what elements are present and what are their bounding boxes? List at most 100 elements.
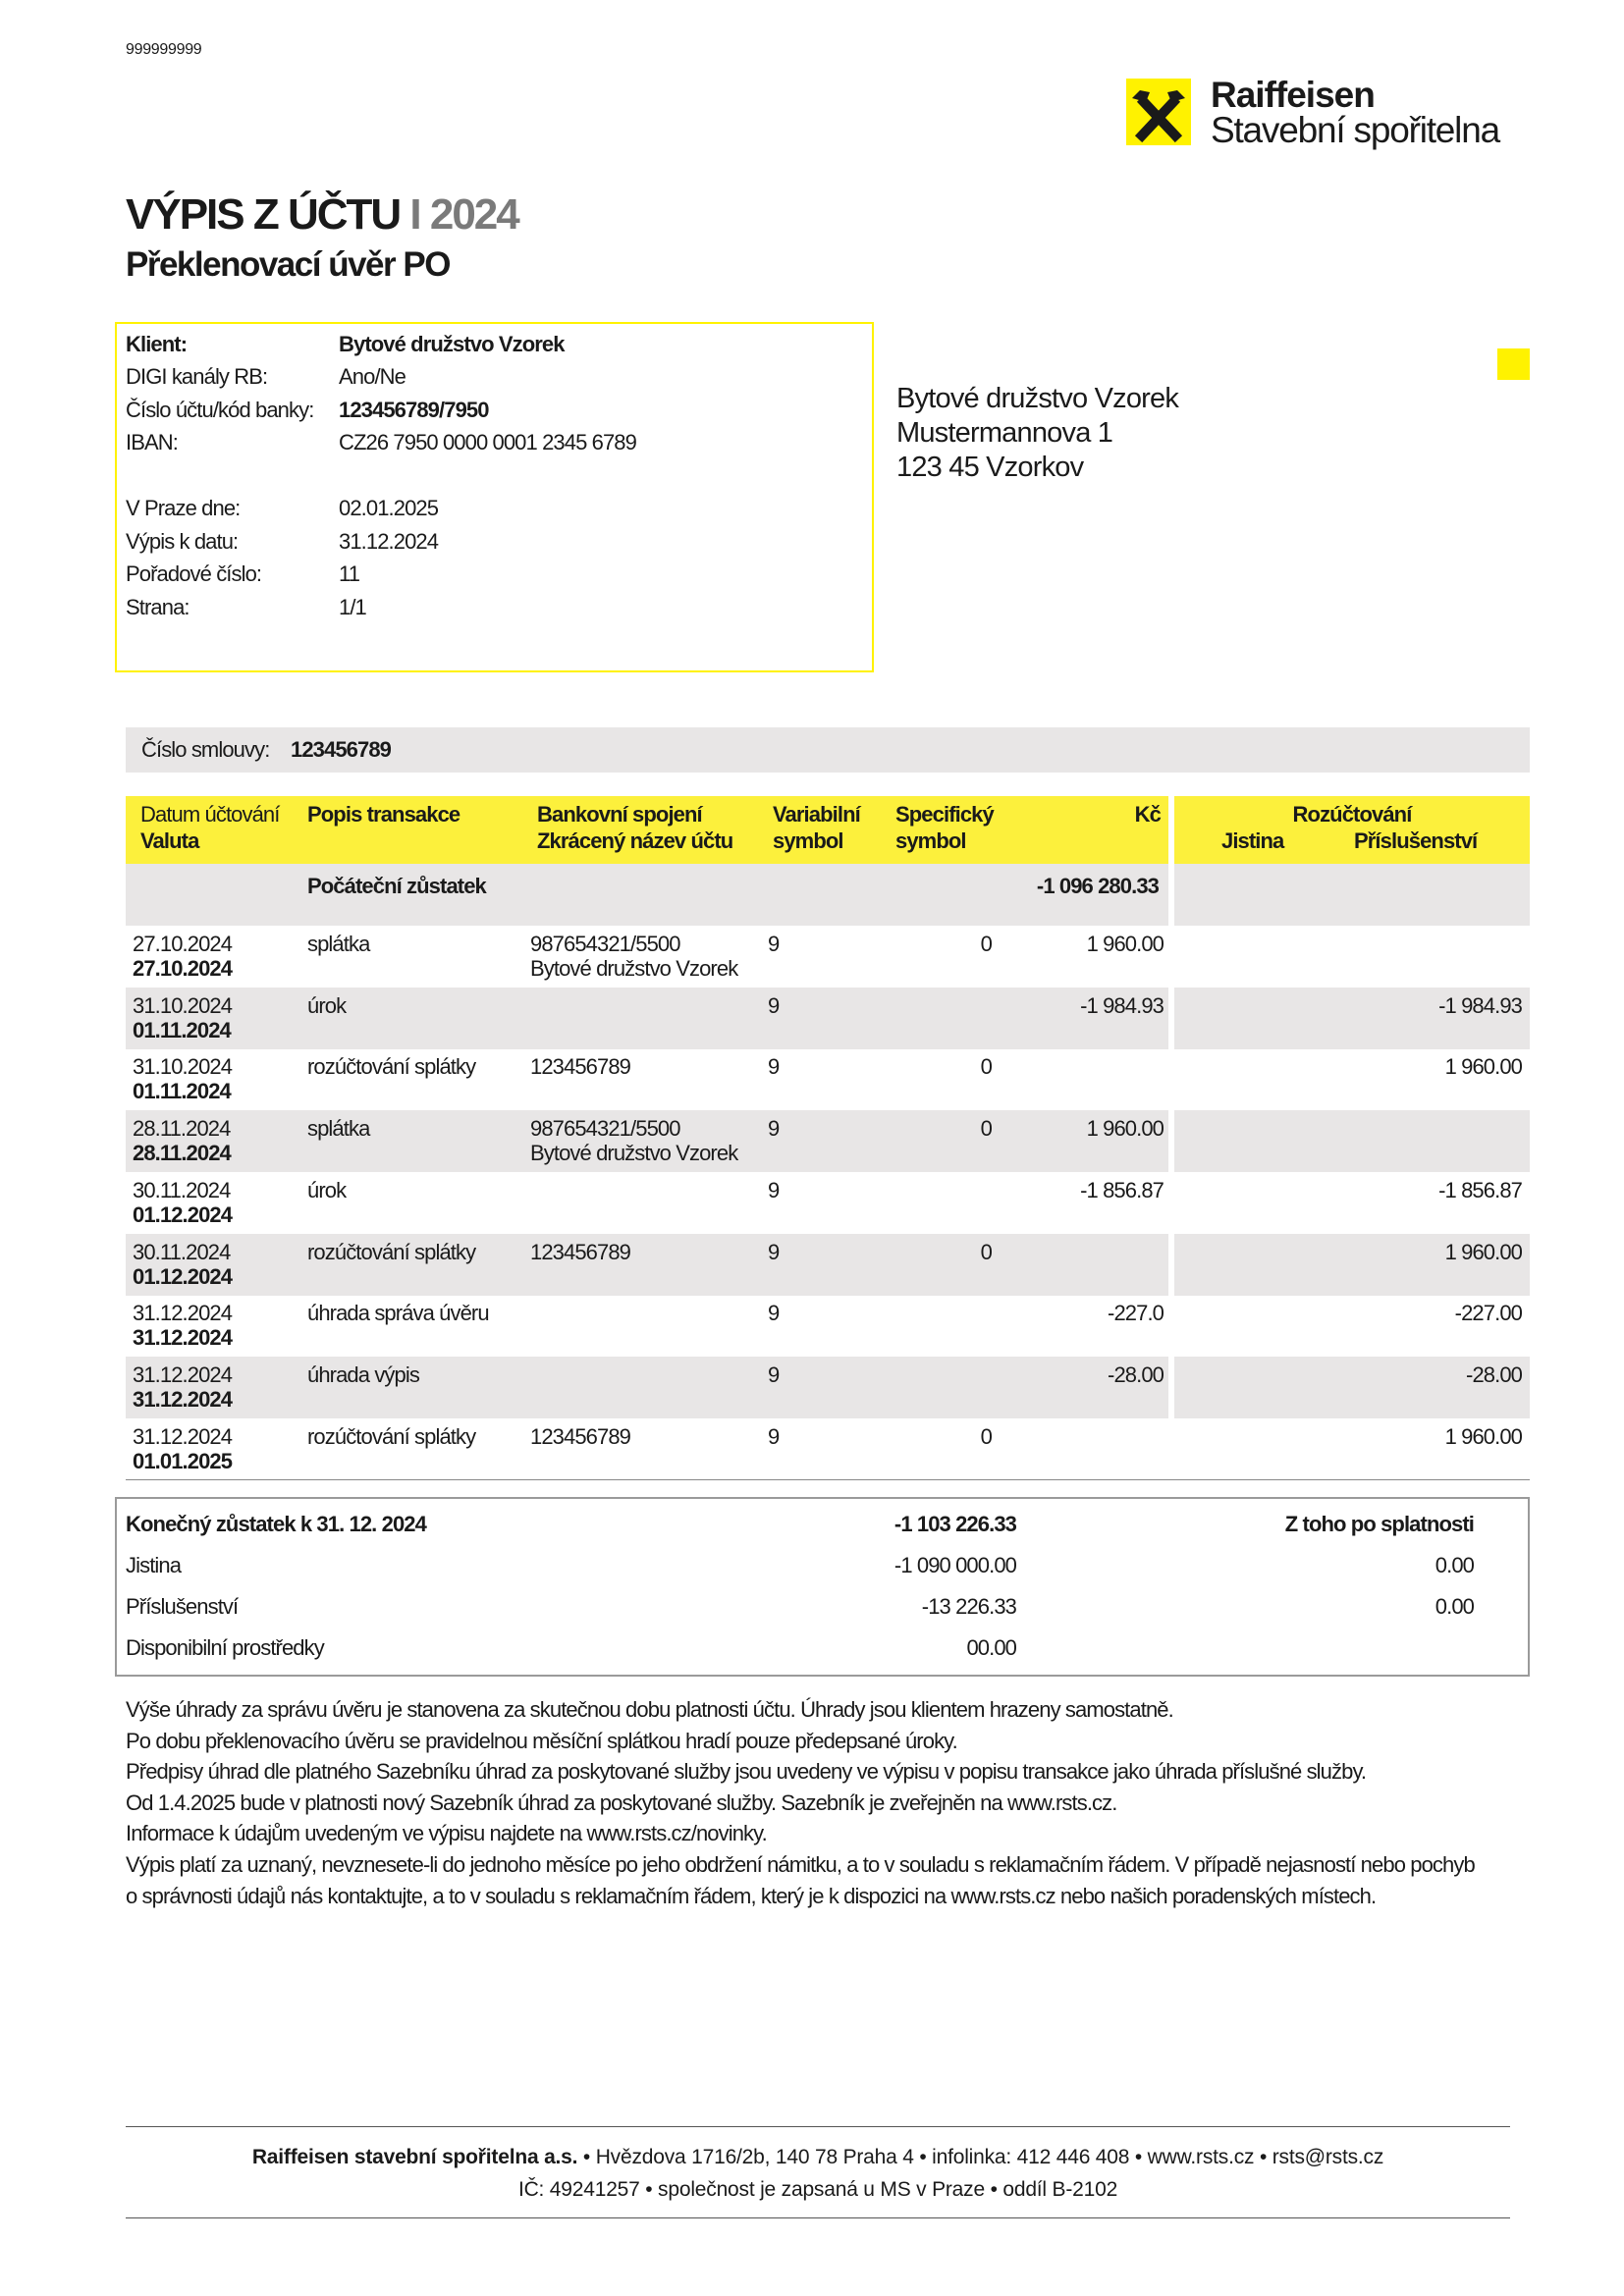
info-value: Ano/Ne [339,364,406,389]
logo-text-sub: Stavební spořitelna [1211,110,1500,150]
summary-value: -1 090 000.00 [893,1553,1017,1577]
header-ss-2: symbol [895,828,967,853]
summary-total: -1 103 226.33 [893,1512,1017,1536]
note-line: Předpisy úhrad dle platného Sazebníku úh… [126,1759,1367,1785]
info-label: Číslo účtu/kód banky: [126,398,314,422]
header-valuta: Valuta [140,828,199,853]
header-vs: Variabilní [773,802,861,827]
row-description: splátka [307,1116,370,1142]
row-bank-account: 987654321/5500 [530,1116,680,1142]
summary-overdue-label: Z toho po splatnosti [1284,1512,1475,1536]
row-variable-symbol: 9 [768,1362,780,1387]
info-value: 1/1 [339,595,367,619]
summary-value: 00.00 [966,1635,1016,1660]
header-split: Rozúčtování [1292,802,1413,827]
row-amount: 1 960.00 [1086,1116,1164,1142]
info-value: 11 [339,561,360,586]
row-bank-account: 123456789 [530,1423,631,1449]
note-line: Po dobu překlenovacího úvěru se pravidel… [126,1728,958,1753]
row-valuta: 31.12.2024 [133,1386,233,1412]
row-amount: -28.00 [1108,1362,1164,1387]
row-date: 31.12.2024 [133,1423,233,1449]
row-accessory: -1 984.93 [1438,992,1523,1018]
row-bank-account: 123456789 [530,1054,631,1080]
client-info-box: Klient: Bytové družstvo Vzorek DIGI kanály… [115,322,874,672]
raiffeisen-logo: Raiffeisen Stavební spořitelna [1126,75,1539,152]
header-amount: Kč [1134,802,1162,827]
contract-label: Číslo smlouvy: [141,737,270,762]
summary-box: Konečný zůstatek k 31. 12. 2024 -1 103 2… [115,1497,1530,1677]
row-variable-symbol: 9 [768,1423,780,1449]
row-accessory: -1 856.87 [1438,1177,1523,1202]
info-value: CZ26 7950 0000 0001 2345 6789 [339,430,637,454]
row-valuta: 31.12.2024 [133,1325,233,1351]
row-date: 31.10.2024 [133,1054,233,1080]
table-row: 31.10.2024 01.11.2024 úrok 9 -1 984.93 -1 984… [126,987,1530,1049]
table-header: Datum účtování Valuta Popis transakce Ba… [126,796,1168,864]
title-separator: I [400,190,430,239]
row-variable-symbol: 9 [768,1116,780,1142]
row-accessory: 1 960.00 [1444,1423,1523,1449]
row-specific-symbol: 0 [980,1054,993,1080]
row-description: rozúčtování splátky [307,1054,476,1080]
info-label: Klient: [126,332,188,356]
table-row: 31.12.2024 31.12.2024 úhrada správa úvěru 9… [126,1295,1530,1358]
raiffeisen-emblem-icon [1126,79,1191,145]
page-subtitle: Překlenovací úvěr PO [126,245,451,284]
info-label: Strana: [126,595,190,619]
header-principal: Jistina [1221,828,1284,853]
contract-bar: Číslo smlouvy: 123456789 [126,727,1530,773]
row-bank-name: Bytové družstvo Vzorek [530,956,738,981]
row-date: 28.11.2024 [133,1116,231,1142]
summary-overdue: 0.00 [1435,1594,1475,1619]
note-line: Výše úhrady za správu úvěru je stanovena… [126,1697,1174,1722]
title-main: VÝPIS Z ÚČTU [126,190,402,239]
row-accessory: 1 960.00 [1444,1054,1523,1080]
address-line: 123 45 Vzorkov [896,452,1084,483]
table-bottom-divider [126,1479,1530,1480]
page-title: VÝPIS Z ÚČTU I 2024 [126,190,520,240]
row-description: úhrada výpis [307,1362,420,1387]
row-accessory: -227.00 [1454,1301,1523,1326]
row-valuta: 28.11.2024 [133,1141,232,1166]
header-bank: Bankovní spojení [537,802,703,827]
info-value: Bytové družstvo Vzorek [339,332,566,356]
row-amount: -1 984.93 [1080,992,1164,1018]
footer-company: Raiffeisen stavební spořitelna a.s. [251,2146,578,2168]
info-value: 31.12.2024 [339,529,439,554]
header-desc: Popis transakce [307,802,460,827]
row-specific-symbol: 0 [980,1423,993,1449]
document-id: 999999999 [126,41,202,58]
opening-balance-row: Počáteční zůstatek -1 096 280.33 [126,864,1530,926]
row-date: 30.11.2024 [133,1239,231,1264]
row-description: úhrada správa úvěru [307,1301,490,1326]
table-row: 31.12.2024 31.12.2024 úhrada výpis 9 -28.00 -… [126,1356,1530,1418]
row-description: úrok [307,1177,347,1202]
footer-line-2: IČ: 49241257 • společnost je zapsaná u M… [517,2178,1118,2201]
info-label: Pořadové číslo: [126,561,262,586]
note-line: Výpis platí za uznaný, nevznesete-li do … [126,1852,1476,1877]
row-valuta: 01.01.2025 [133,1448,233,1473]
row-valuta: 01.12.2024 [133,1263,233,1289]
row-variable-symbol: 9 [768,1054,780,1080]
row-specific-symbol: 0 [980,932,993,956]
info-label: IBAN: [126,430,179,454]
opening-amount: -1 096 280.33 [1036,874,1160,898]
info-label: Výpis k datu: [126,529,239,554]
row-bank-account: 987654321/5500 [530,932,680,956]
table-header-split: Rozúčtování Jistina Příslušenství [1174,796,1530,864]
row-variable-symbol: 9 [768,1239,780,1264]
summary-overdue: 0.00 [1435,1553,1475,1577]
logo-text-brand: Raiffeisen [1211,75,1376,115]
row-date: 31.12.2024 [133,1301,233,1326]
info-value: 123456789/7950 [339,398,489,422]
title-year: 2024 [429,190,520,239]
note-line: Informace k údajům uvedeným ve výpisu na… [126,1821,768,1846]
summary-title: Konečný zůstatek k 31. 12. 2024 [126,1512,427,1536]
row-description: rozúčtování splátky [307,1423,476,1449]
footer-divider-top [126,2126,1510,2127]
table-row: 31.10.2024 01.11.2024 rozúčtování splátky 1… [126,1048,1530,1111]
note-line: o správnosti údajů nás kontaktujte, a to… [126,1883,1377,1908]
info-label: DIGI kanály RB: [126,364,268,389]
contract-number: 123456789 [291,737,392,762]
